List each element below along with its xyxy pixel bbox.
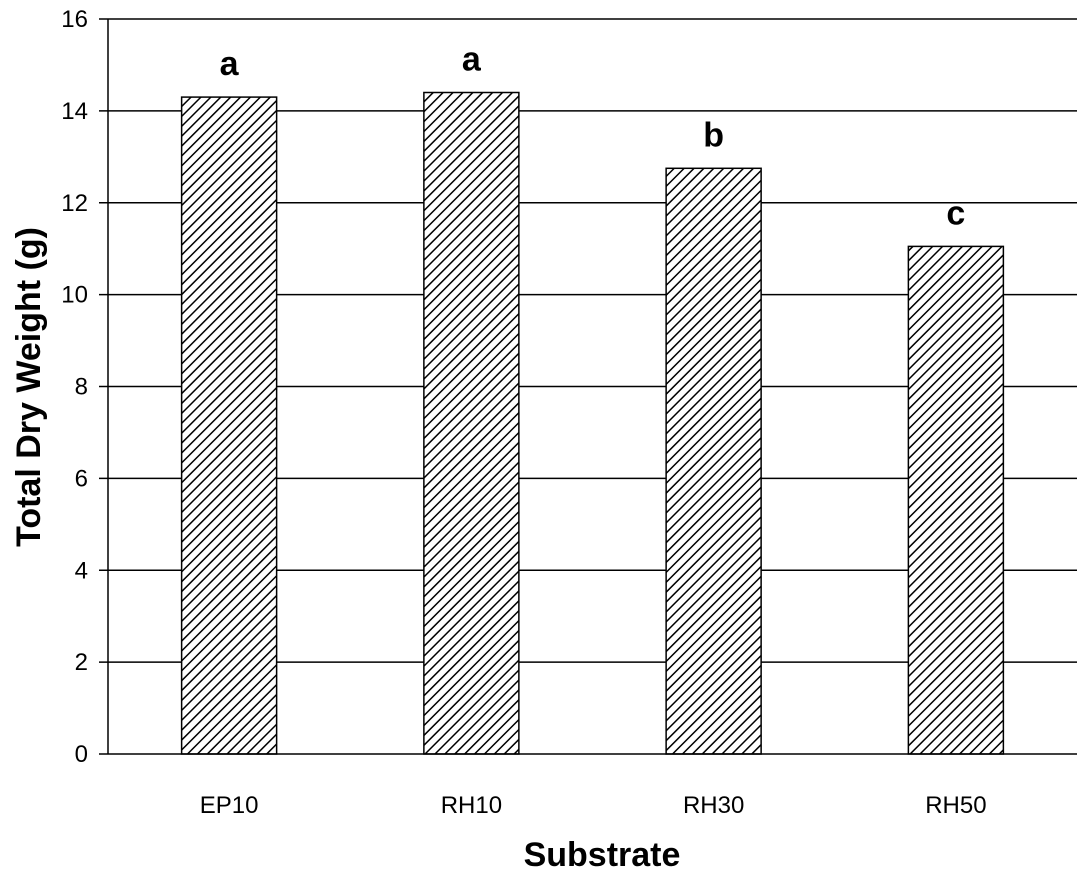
bar-rh30 [665,167,762,755]
bar-ep10 [180,96,278,755]
y-tick-label: 12 [61,190,88,217]
y-tick-label: 0 [75,741,88,768]
y-tick-label: 10 [61,282,88,309]
x-tick-label: RH10 [441,792,502,819]
y-tick-labels: 0 2 4 6 8 10 12 14 16 [61,6,108,768]
significance-label: b [703,116,724,154]
y-tick-label: 4 [75,557,88,584]
x-tick-labels: EP10 RH10 RH30 RH50 [200,792,987,819]
y-tick-label: 8 [75,374,88,401]
y-tick-label: 6 [75,465,88,492]
y-tick-label: 14 [61,98,88,125]
significance-label: a [462,41,482,79]
y-tick-label: 16 [61,6,88,33]
x-tick-label: RH30 [683,792,744,819]
x-tick-label: EP10 [200,792,259,819]
x-axis-title: Substrate [524,836,681,872]
significance-labels: a a b c [220,41,966,233]
bar-rh10 [423,91,520,755]
bars [180,91,1005,755]
x-tick-label: RH50 [925,792,986,819]
y-axis-title: Total Dry Weight (g) [10,227,48,547]
bar-rh50 [907,245,1005,755]
significance-label: a [220,45,240,83]
y-tick-label: 2 [75,649,88,676]
significance-label: c [946,194,965,232]
